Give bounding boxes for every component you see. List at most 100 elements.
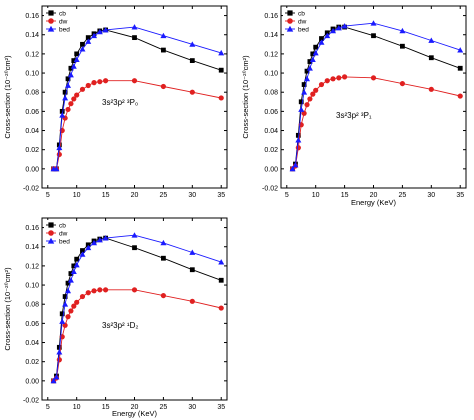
data-point-bed (289, 165, 296, 172)
legend-marker-bed (286, 25, 294, 32)
data-point-bed (292, 162, 299, 168)
data-point-dw (301, 110, 307, 116)
data-point-bed (160, 239, 167, 246)
y-tick-label: 0.04 (25, 128, 39, 135)
data-point-bed (96, 28, 103, 35)
data-point-dw (91, 80, 97, 86)
series-line-dw (53, 80, 222, 170)
data-point-bed (399, 27, 406, 34)
series-dw (50, 287, 224, 384)
data-point-dw (189, 89, 195, 95)
series-bed (289, 20, 464, 172)
data-point-cb (74, 256, 80, 262)
data-point-dw (102, 287, 109, 293)
data-point-bed (62, 94, 69, 101)
y-tick-label: 0.00 (25, 378, 39, 385)
data-point-bed (160, 32, 167, 39)
y-tick-label: 0.02 (25, 359, 39, 366)
x-tick-label: 30 (188, 404, 196, 411)
legend-marker-cb (287, 10, 293, 16)
legend-label-dw: dw (298, 19, 307, 26)
chart-panel-bottom-left: -0.02 0.00 0.02 0.04 0.06 0.08 0.10 0.12 0.14 0.1… (3, 217, 228, 418)
data-point-cb (132, 245, 137, 251)
data-point-bed (335, 25, 342, 31)
data-point-bed (53, 374, 60, 380)
data-point-cb (62, 89, 68, 95)
series-bed (50, 24, 225, 172)
data-point-bed (370, 20, 377, 26)
data-point-dw (131, 78, 138, 84)
data-point-dw (218, 305, 224, 311)
data-point-dw (68, 308, 74, 314)
data-point-cb (74, 51, 80, 57)
x-tick-label: 35 (217, 404, 225, 411)
y-tick-label: 0.08 (264, 90, 278, 97)
y-tick-label: 0.00 (264, 166, 278, 173)
data-point-dw (131, 287, 138, 293)
y-tick-label: 0.06 (25, 321, 39, 328)
x-tick-label: 30 (188, 192, 196, 199)
data-point-bed (102, 26, 109, 33)
data-point-bed (79, 251, 86, 257)
data-point-dw (79, 86, 86, 92)
data-point-dw (336, 75, 342, 81)
y-tick-label: 0.16 (25, 13, 39, 20)
y-tick-label: 0.14 (264, 32, 278, 39)
data-point-dw (97, 287, 103, 293)
term-annotation: 3s²3p² ¹D₂ (102, 321, 138, 330)
data-point-dw (74, 92, 80, 98)
data-point-bed (65, 287, 72, 294)
y-tick-label: 0.08 (25, 302, 39, 309)
y-tick-label: 0.10 (25, 71, 39, 78)
y-tick-label: 0.06 (264, 109, 278, 116)
data-point-dw (62, 322, 68, 328)
data-point-dw (71, 303, 77, 309)
x-tick-label: 25 (399, 192, 407, 199)
data-point-bed (59, 112, 66, 118)
data-point-bed (304, 75, 311, 82)
data-point-bed (91, 32, 98, 39)
data-point-cb (371, 33, 376, 39)
y-axis-label: Cross-section (10⁻²⁰cm²) (241, 55, 250, 139)
data-point-dw (295, 145, 301, 151)
data-point-dw (85, 82, 91, 89)
data-point-dw (160, 83, 167, 90)
legend-marker-dw (48, 230, 54, 236)
legend-label-cb: cb (59, 11, 66, 18)
x-tick-label: 20 (131, 192, 139, 199)
y-tick-label: 0.10 (25, 283, 39, 290)
x-tick-label: 15 (341, 192, 349, 199)
data-point-dw (307, 96, 313, 102)
data-point-dw (324, 78, 330, 84)
data-point-bed (70, 268, 77, 275)
data-point-bed (330, 27, 337, 34)
data-point-bed (96, 237, 103, 243)
data-point-dw (56, 151, 62, 158)
x-tick-label: 5 (46, 192, 50, 199)
data-point-cb (161, 255, 166, 261)
series-dw (289, 74, 463, 172)
chart-panel-top-left: -0.02 0.00 0.02 0.04 0.06 0.08 0.10 0.12 0.14 0.1… (3, 5, 228, 199)
y-axis-label: Cross-section (10⁻²⁰cm²) (3, 267, 12, 351)
legend-label-dw: dw (59, 231, 68, 238)
data-point-dw (313, 87, 319, 93)
series-line-bed (53, 234, 222, 382)
y-tick-label: 0.10 (264, 71, 278, 78)
y-tick-label: -0.02 (23, 186, 39, 193)
data-point-bed (65, 82, 72, 88)
data-point-cb (301, 82, 307, 87)
x-tick-label: 20 (370, 192, 378, 199)
data-point-cb (307, 59, 313, 64)
legend-label-dw: dw (59, 19, 68, 26)
legend-label-bed: bed (59, 27, 70, 34)
data-point-bed (189, 249, 196, 255)
chart-panel-top-right: -0.02 0.00 0.02 0.04 0.06 0.08 0.10 0.12 0.14 0.1… (241, 5, 467, 207)
data-point-bed (131, 232, 138, 238)
y-tick-label: -0.02 (262, 186, 278, 193)
data-point-bed (70, 63, 77, 69)
legend-marker-cb (48, 10, 54, 16)
data-point-bed (312, 49, 319, 56)
data-point-cb (319, 36, 324, 41)
data-point-dw (79, 293, 86, 300)
